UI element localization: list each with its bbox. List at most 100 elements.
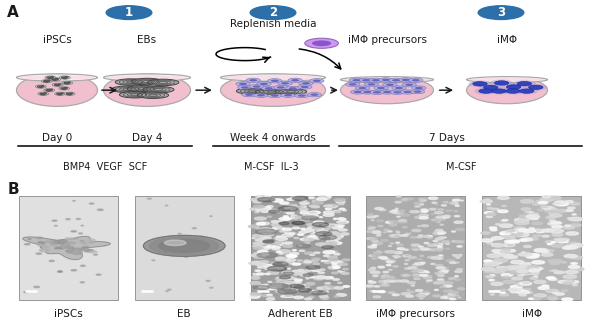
Circle shape [424, 209, 427, 210]
Bar [134, 196, 234, 300]
Circle shape [284, 282, 287, 283]
Circle shape [514, 233, 529, 236]
Circle shape [257, 197, 275, 202]
Circle shape [299, 250, 305, 252]
Circle shape [251, 255, 259, 257]
Circle shape [415, 263, 424, 265]
Circle shape [250, 85, 264, 89]
Circle shape [541, 229, 554, 232]
Circle shape [498, 268, 509, 271]
Circle shape [505, 240, 514, 243]
Circle shape [320, 244, 330, 247]
Bar [482, 196, 581, 300]
Circle shape [269, 288, 277, 290]
Circle shape [527, 211, 533, 213]
Circle shape [452, 203, 458, 204]
Circle shape [374, 286, 380, 287]
Circle shape [487, 216, 493, 217]
Circle shape [35, 85, 46, 88]
Circle shape [43, 93, 46, 94]
Circle shape [503, 276, 509, 278]
Circle shape [500, 289, 506, 291]
Circle shape [334, 211, 341, 213]
Circle shape [394, 295, 396, 296]
Circle shape [443, 216, 449, 218]
Text: 2: 2 [269, 6, 277, 19]
Circle shape [388, 292, 395, 294]
Circle shape [325, 263, 329, 264]
Circle shape [426, 235, 433, 237]
Circle shape [500, 234, 505, 235]
Circle shape [40, 93, 43, 94]
Circle shape [550, 270, 554, 272]
Circle shape [519, 253, 532, 256]
Circle shape [437, 232, 446, 234]
Circle shape [551, 208, 557, 209]
Circle shape [376, 235, 380, 236]
Circle shape [427, 280, 432, 281]
Circle shape [507, 256, 514, 258]
Ellipse shape [275, 89, 307, 95]
Circle shape [292, 196, 308, 200]
Circle shape [256, 273, 264, 275]
Circle shape [284, 208, 289, 209]
Circle shape [546, 250, 553, 252]
Circle shape [295, 94, 309, 98]
Circle shape [280, 230, 285, 232]
Circle shape [457, 269, 463, 270]
Circle shape [364, 82, 379, 87]
Circle shape [323, 213, 334, 216]
Circle shape [299, 202, 309, 204]
Circle shape [509, 271, 522, 274]
Circle shape [518, 288, 523, 289]
Circle shape [488, 213, 495, 215]
Circle shape [484, 264, 490, 266]
Circle shape [454, 221, 463, 223]
Circle shape [367, 231, 373, 232]
Circle shape [555, 209, 566, 212]
Circle shape [455, 295, 459, 296]
Circle shape [268, 281, 272, 282]
Circle shape [520, 263, 531, 266]
Circle shape [435, 217, 441, 218]
Circle shape [484, 85, 498, 90]
Circle shape [532, 273, 539, 274]
Circle shape [287, 212, 294, 214]
Circle shape [486, 199, 490, 200]
Circle shape [484, 212, 494, 214]
Circle shape [263, 240, 274, 243]
Circle shape [383, 283, 386, 284]
Circle shape [420, 298, 423, 299]
Circle shape [259, 261, 269, 263]
Circle shape [436, 267, 445, 269]
Circle shape [257, 267, 263, 268]
Circle shape [392, 79, 400, 81]
Circle shape [417, 236, 422, 238]
Circle shape [382, 275, 390, 277]
Circle shape [302, 230, 312, 232]
Circle shape [268, 78, 282, 83]
Circle shape [291, 217, 295, 218]
Circle shape [550, 262, 559, 265]
Circle shape [252, 295, 257, 296]
Circle shape [390, 221, 399, 223]
Circle shape [319, 269, 325, 271]
Circle shape [511, 291, 517, 293]
Circle shape [438, 275, 444, 277]
Circle shape [487, 261, 494, 263]
Circle shape [512, 231, 517, 233]
Circle shape [287, 232, 296, 234]
Circle shape [373, 91, 381, 94]
Circle shape [294, 237, 299, 239]
Circle shape [66, 246, 74, 248]
Ellipse shape [104, 74, 191, 107]
Circle shape [428, 197, 438, 199]
Circle shape [390, 281, 396, 282]
Circle shape [271, 273, 278, 274]
Circle shape [259, 285, 263, 286]
Circle shape [534, 249, 547, 252]
Circle shape [493, 244, 505, 247]
Circle shape [434, 289, 439, 290]
Circle shape [346, 82, 360, 87]
Circle shape [287, 259, 290, 260]
